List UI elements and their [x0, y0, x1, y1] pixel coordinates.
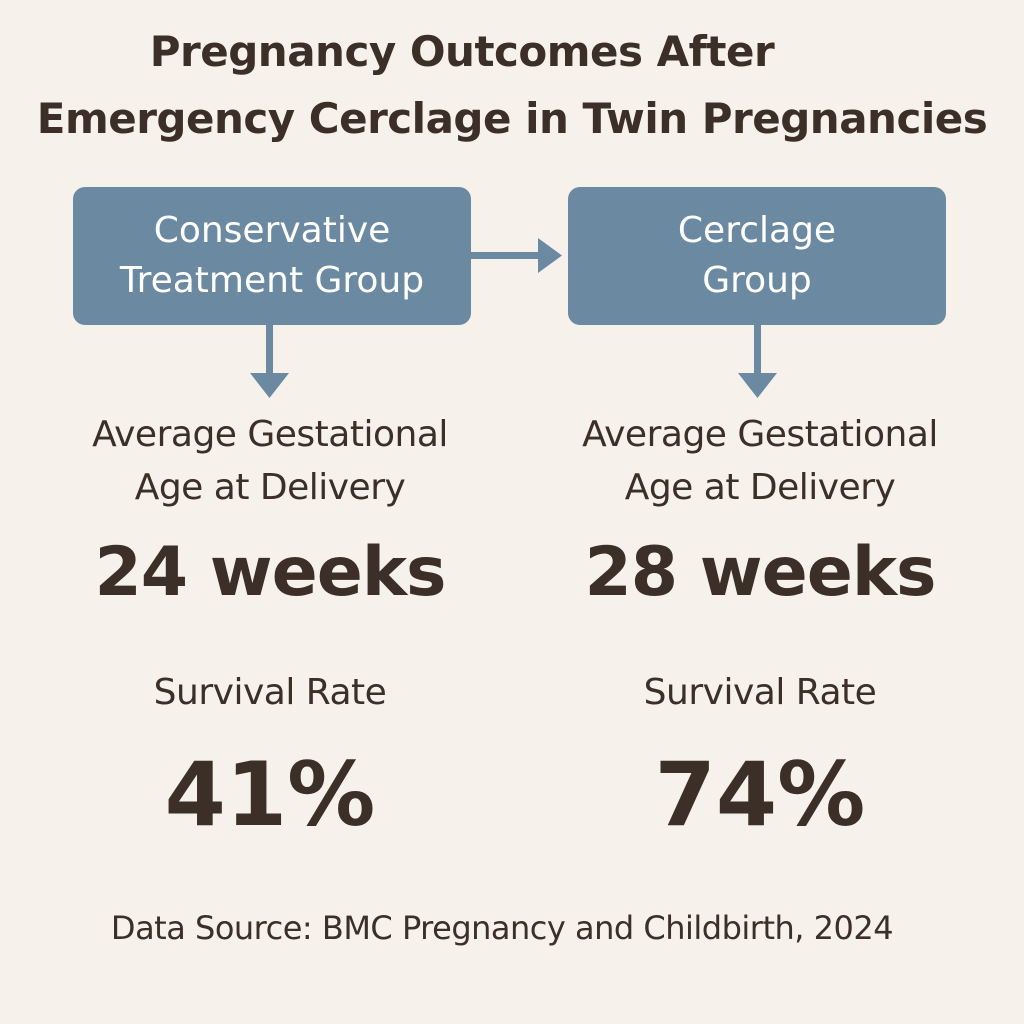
down-arrow-icon-right [738, 325, 777, 398]
title-line-2: Emergency Cerclage in Twin Pregnancies [36, 94, 988, 143]
conservative-group-box: Conservative Treatment Group [73, 187, 471, 325]
age-label: Average Gestational Age at Delivery [40, 408, 500, 514]
title-line-1: Pregnancy Outcomes After [149, 27, 775, 76]
age-label-line-1: Average Gestational [92, 414, 448, 455]
conservative-group-label-line-2: Treatment Group [119, 260, 425, 301]
age-value: 24 weeks [94, 533, 446, 612]
conservative-group-label-line-1: Conservative [153, 210, 391, 251]
age-value: 28 weeks [584, 533, 936, 612]
age-label-line-2: Age at Delivery [134, 467, 406, 508]
cerclage-group-label-line-1: Cerclage [677, 210, 837, 251]
age-label-line-2: Age at Delivery [624, 467, 896, 508]
right-arrow-icon [471, 238, 562, 273]
data-source: Data Source: BMC Pregnancy and Childbirt… [110, 909, 894, 947]
cerclage-group-label-line-2: Group [702, 260, 812, 301]
survival-label: Survival Rate [643, 672, 877, 713]
cerclage-group-box: Cerclage Group [568, 187, 946, 325]
age-label-line-1: Average Gestational [582, 414, 938, 455]
down-arrow-icon-left [250, 325, 289, 398]
survival-label: Survival Rate [153, 672, 387, 713]
age-label: Average Gestational Age at Delivery [530, 408, 990, 514]
survival-value: 74% [654, 743, 866, 846]
survival-value: 41% [164, 743, 376, 846]
